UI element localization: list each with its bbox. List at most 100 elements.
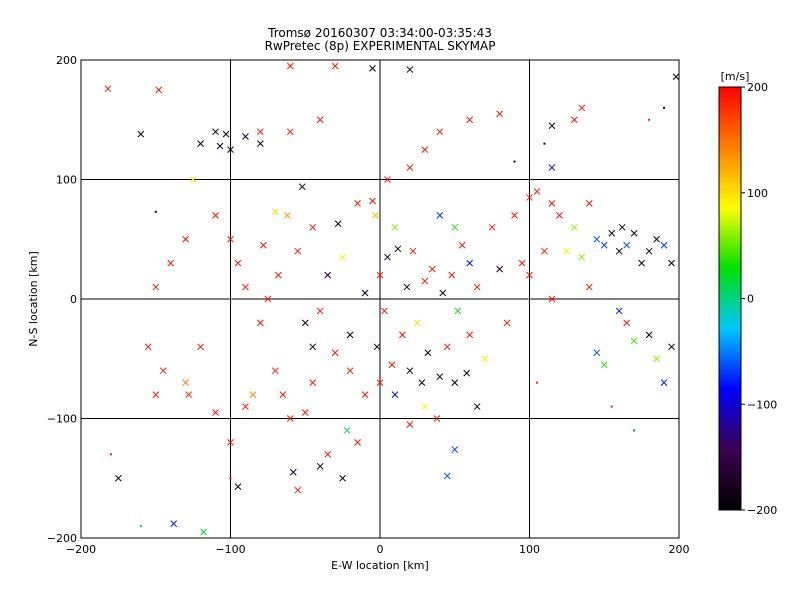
data-point-x	[623, 319, 631, 327]
data-point-x	[182, 379, 190, 387]
data-point-x	[630, 337, 638, 345]
data-point-x	[428, 265, 436, 273]
data-point-x	[257, 128, 264, 136]
data-point-x	[548, 122, 556, 130]
data-point-x	[376, 379, 384, 387]
data-point-x	[331, 62, 339, 70]
data-point-x	[271, 367, 279, 375]
data-point-x	[339, 253, 346, 261]
data-point-x	[496, 265, 503, 273]
data-point-x	[271, 208, 279, 216]
data-point-dot	[648, 118, 651, 121]
data-point-x	[354, 200, 361, 207]
x-tick-label: 0	[377, 543, 384, 556]
data-point-x	[615, 247, 623, 255]
data-point-x	[556, 211, 563, 219]
y-tick-label: 200	[56, 54, 77, 67]
data-point-x	[593, 235, 601, 243]
colorbar-tick-label: 0	[747, 293, 754, 306]
data-point-x	[212, 128, 219, 136]
scatter-points	[104, 62, 680, 536]
data-point-x	[563, 247, 571, 255]
data-point-x	[448, 271, 456, 279]
data-point-x	[608, 229, 616, 237]
data-point-x	[260, 241, 267, 249]
grid-lines	[81, 60, 679, 538]
data-point-x	[421, 146, 429, 153]
data-point-x	[443, 472, 451, 480]
data-point-x	[155, 86, 163, 94]
data-point-x	[212, 211, 219, 219]
data-point-x	[298, 183, 306, 191]
data-point-x	[189, 176, 197, 183]
colorbar-tick-label: −200	[747, 504, 777, 517]
colorbar-tick-label: 100	[747, 187, 768, 200]
data-point-x	[283, 211, 291, 219]
data-point-x	[334, 220, 342, 228]
data-point-x	[216, 142, 224, 150]
data-point-x	[346, 367, 354, 375]
data-point-dot	[229, 477, 232, 480]
y-tick-label: −100	[47, 413, 77, 426]
data-point-x	[668, 259, 675, 267]
data-point-x	[167, 259, 175, 267]
data-point-x	[518, 259, 526, 267]
data-point-x	[227, 146, 234, 153]
colorbar	[718, 86, 742, 511]
x-tick-label: −100	[215, 543, 245, 556]
colorbar-ticks: 200 100 0 −100 −200	[741, 81, 777, 517]
data-point-x	[324, 271, 332, 279]
data-point-x	[339, 474, 346, 482]
data-point-x	[406, 164, 414, 171]
data-point-x	[548, 200, 556, 207]
colorbar-label: [m/s]	[721, 70, 750, 83]
data-point-x	[115, 474, 122, 482]
data-point-x	[414, 319, 421, 327]
data-point-x	[384, 253, 391, 261]
data-point-x	[672, 73, 680, 81]
chart-title-line-1: Tromsø 20160307 03:34:00-03:35:43	[267, 26, 492, 40]
data-point-x	[466, 259, 474, 267]
data-point-x	[406, 421, 414, 428]
data-point-x	[473, 403, 481, 410]
data-point-x	[618, 223, 626, 231]
data-point-x	[289, 468, 297, 476]
data-point-x	[301, 319, 309, 327]
data-point-x	[376, 271, 384, 279]
data-point-x	[660, 241, 668, 249]
data-point-x	[570, 116, 578, 124]
data-point-x	[615, 307, 623, 315]
data-point-x	[369, 65, 376, 72]
data-point-x	[234, 259, 242, 267]
data-point-x	[451, 379, 459, 387]
data-point-x	[548, 164, 556, 171]
data-point-x	[399, 331, 406, 339]
y-tick-label: 0	[70, 293, 77, 306]
data-point-x	[144, 343, 152, 351]
data-point-x	[286, 415, 294, 422]
data-point-x	[436, 373, 444, 381]
data-point-x	[418, 379, 426, 387]
data-point-x	[638, 259, 645, 267]
data-point-x	[242, 133, 249, 140]
data-point-x	[152, 391, 160, 398]
data-point-x	[324, 450, 332, 458]
data-point-x	[570, 223, 578, 231]
data-point-x	[473, 283, 481, 291]
data-point-x	[421, 277, 429, 285]
data-point-x	[488, 223, 496, 231]
data-point-x	[361, 391, 369, 398]
data-point-x	[645, 331, 653, 339]
data-point-x	[421, 403, 429, 410]
data-point-x	[593, 349, 601, 357]
data-point-x	[170, 520, 178, 528]
data-point-x	[668, 343, 675, 351]
data-point-x	[394, 245, 402, 253]
data-point-x	[585, 283, 593, 291]
data-point-x	[331, 349, 339, 357]
y-tick-label: −200	[47, 532, 77, 545]
data-point-x	[653, 355, 660, 363]
data-point-dot	[154, 210, 157, 213]
data-point-x	[309, 223, 317, 231]
data-point-x	[443, 343, 451, 351]
